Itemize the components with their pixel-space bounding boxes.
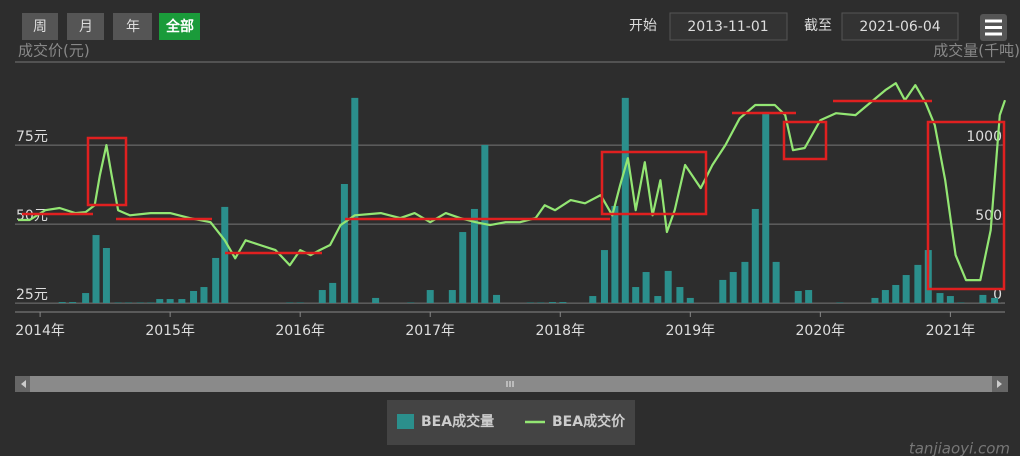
x-tick-label: 2018年 [535, 323, 585, 339]
y-tick-label: 25元 [16, 287, 48, 303]
y-tick-label: 75元 [16, 129, 48, 145]
bar [221, 206, 229, 303]
bar [548, 302, 556, 303]
bar [448, 290, 456, 303]
button-bg[interactable] [159, 13, 200, 40]
bar [470, 208, 478, 303]
bar [200, 287, 208, 303]
bar [493, 294, 501, 303]
bar [741, 261, 749, 303]
bar [318, 290, 326, 303]
bar [58, 302, 66, 303]
x-tick-label: 2015年 [145, 323, 195, 339]
button-year[interactable]: 年 [126, 19, 140, 35]
end-label: 截至 [804, 18, 832, 34]
bar [805, 290, 813, 303]
bar [654, 296, 662, 303]
end-input[interactable] [841, 12, 959, 41]
bar [902, 275, 910, 303]
button-bg[interactable] [113, 13, 152, 40]
end-date[interactable]: 2021-06-04 [859, 19, 940, 35]
bar [166, 299, 174, 303]
bar [914, 264, 922, 303]
bar [178, 299, 186, 303]
legend: BEA成交量 BEA成交价 [397, 413, 626, 430]
bar [190, 290, 198, 303]
annotations [22, 99, 1006, 291]
button-all[interactable]: 全部 [165, 18, 194, 35]
y2-tick-label: 500 [975, 208, 1002, 224]
button-bg[interactable] [67, 13, 104, 40]
bar [340, 183, 348, 303]
bar [102, 247, 110, 303]
bar [621, 97, 629, 303]
y2-tick-label: 1000 [966, 129, 1002, 145]
bar [426, 290, 434, 303]
bar [686, 297, 694, 303]
y-axis-title: 成交价(元) [18, 42, 90, 60]
bar [69, 302, 77, 303]
button-month[interactable]: 月 [79, 19, 93, 35]
x-tick-label: 2016年 [275, 323, 325, 339]
legend-label: BEA成交价 [552, 413, 626, 430]
bar [751, 208, 759, 303]
bar [459, 232, 467, 303]
bar [611, 205, 619, 303]
price-line [18, 82, 1007, 282]
start-label: 开始 [629, 18, 657, 34]
x-tick-label: 2019年 [665, 323, 715, 339]
bar [372, 297, 380, 303]
x-tick-label: 2014年 [15, 323, 65, 339]
bar [892, 284, 900, 303]
start-date[interactable]: 2013-11-01 [687, 19, 768, 35]
bar [642, 272, 650, 303]
bar [729, 272, 737, 303]
scroll-grip [506, 381, 514, 387]
bar [946, 296, 954, 303]
bar [329, 282, 337, 303]
watermark: tanjiaoyi.com [909, 440, 1010, 456]
bar [632, 287, 640, 303]
bar [559, 302, 567, 303]
menu-icon [985, 19, 1002, 36]
bar [676, 287, 684, 303]
legend-box [387, 400, 635, 445]
bar [719, 279, 727, 303]
scrollbar-thumb[interactable] [30, 376, 992, 392]
x-tick-label: 2017年 [405, 323, 455, 339]
bar [772, 261, 780, 303]
bar [871, 297, 879, 303]
bar [762, 111, 770, 303]
button-week[interactable]: 周 [33, 19, 47, 35]
y2-axis-title: 成交量(千吨) [933, 42, 1020, 60]
x-tick-label: 2020年 [796, 323, 846, 339]
legend-swatch [397, 414, 414, 429]
button-bg[interactable] [22, 13, 58, 40]
bar [589, 296, 597, 303]
bar [156, 299, 164, 303]
legend-label: BEA成交量 [421, 413, 494, 430]
bar [664, 270, 672, 303]
bar [92, 235, 100, 303]
y2-tick-label: 0 [993, 287, 1002, 303]
bar [351, 97, 359, 303]
bar [600, 250, 608, 303]
bar [991, 297, 999, 303]
bar [82, 293, 90, 303]
bar [979, 294, 987, 303]
bar [936, 293, 944, 303]
x-tick-label: 2021年 [926, 323, 976, 339]
start-input[interactable] [669, 12, 788, 41]
bar [212, 257, 220, 303]
bar [794, 290, 802, 303]
bar [881, 290, 889, 303]
